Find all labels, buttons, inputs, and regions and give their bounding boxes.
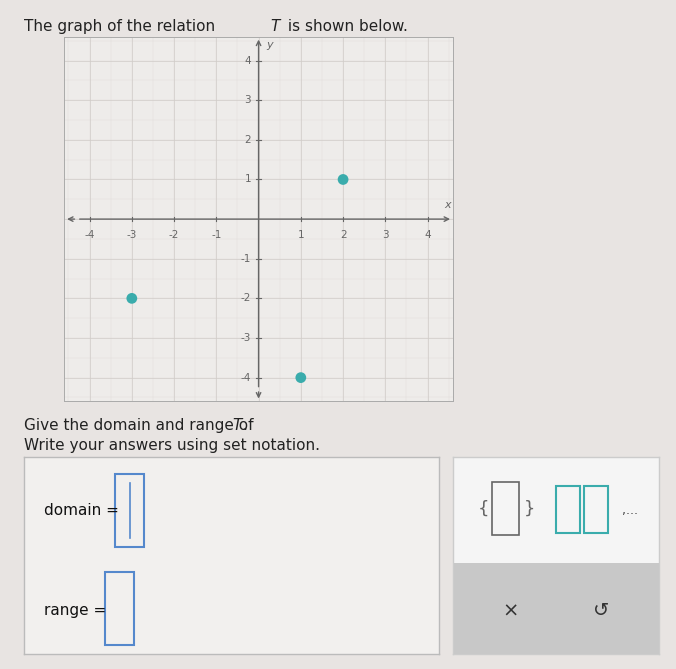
Text: {: { xyxy=(478,499,489,517)
Text: 4: 4 xyxy=(425,230,431,240)
Text: T: T xyxy=(270,19,280,33)
Text: -3: -3 xyxy=(126,230,137,240)
Text: 1: 1 xyxy=(244,175,251,185)
Text: is shown below.: is shown below. xyxy=(283,19,408,33)
Text: Give the domain and range of: Give the domain and range of xyxy=(24,418,258,433)
Text: domain =: domain = xyxy=(45,502,124,518)
Text: 2: 2 xyxy=(244,135,251,145)
Text: 2: 2 xyxy=(340,230,346,240)
Point xyxy=(337,174,348,185)
Text: -3: -3 xyxy=(241,333,251,343)
Text: -2: -2 xyxy=(241,294,251,303)
Text: ,...: ,... xyxy=(622,504,638,516)
Text: x: x xyxy=(444,201,451,210)
Text: -1: -1 xyxy=(211,230,222,240)
Text: ↺: ↺ xyxy=(593,601,610,620)
Bar xyxy=(556,486,580,533)
Text: range =: range = xyxy=(45,603,112,618)
Text: 3: 3 xyxy=(382,230,389,240)
Bar xyxy=(492,482,519,535)
Bar xyxy=(453,563,659,654)
Text: -4: -4 xyxy=(241,373,251,383)
Text: y: y xyxy=(266,40,273,50)
Bar xyxy=(115,474,144,547)
Text: -2: -2 xyxy=(169,230,179,240)
Text: ×: × xyxy=(502,601,519,620)
Text: -1: -1 xyxy=(241,254,251,264)
Text: 1: 1 xyxy=(297,230,304,240)
Text: Write your answers using set notation.: Write your answers using set notation. xyxy=(24,438,320,453)
Text: .: . xyxy=(243,418,247,433)
Text: -4: -4 xyxy=(84,230,95,240)
Bar xyxy=(584,486,608,533)
Point xyxy=(295,372,306,383)
Text: 4: 4 xyxy=(244,56,251,66)
Text: 3: 3 xyxy=(244,95,251,105)
Text: }: } xyxy=(523,499,535,517)
Text: T: T xyxy=(232,418,241,433)
Bar xyxy=(105,573,134,646)
Text: The graph of the relation: The graph of the relation xyxy=(24,19,220,33)
Point xyxy=(126,293,137,304)
